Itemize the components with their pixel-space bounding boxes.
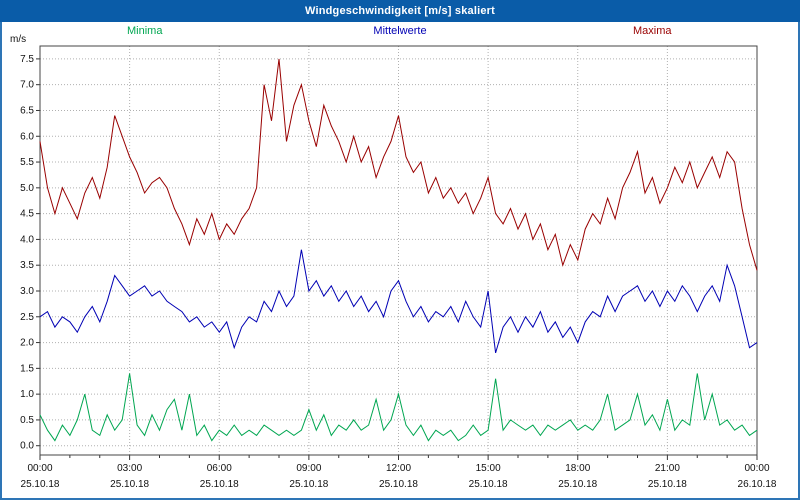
y-axis-unit-label: m/s [10,34,26,45]
svg-text:5.0: 5.0 [20,183,34,194]
svg-text:5.5: 5.5 [20,157,34,168]
svg-text:6.0: 6.0 [20,131,34,142]
svg-text:03:00: 03:00 [117,463,142,474]
svg-text:18:00: 18:00 [565,463,590,474]
plot-area: 00:00 25.10.18 03:00 25.10.18 06:00 25.10.18 0… [20,45,777,490]
svg-text:09:00: 09:00 [296,463,321,474]
svg-text:12:00: 12:00 [386,463,411,474]
svg-text:25.10.18: 25.10.18 [200,479,239,490]
svg-text:4.0: 4.0 [20,234,34,245]
svg-text:00:00: 00:00 [744,463,769,474]
svg-text:25.10.18: 25.10.18 [21,479,60,490]
svg-text:0.0: 0.0 [20,441,34,452]
svg-text:1.0: 1.0 [20,389,34,400]
svg-text:00:00: 00:00 [27,463,52,474]
window-title: Windgeschwindigkeit [m/s] skaliert [0,0,800,22]
svg-text:7.0: 7.0 [20,80,34,91]
svg-text:3.0: 3.0 [20,286,34,297]
svg-text:0.5: 0.5 [20,415,34,426]
svg-text:15:00: 15:00 [476,463,501,474]
svg-text:2.5: 2.5 [20,312,34,323]
svg-text:25.10.18: 25.10.18 [379,479,418,490]
legend-mittelwerte-label: Mittelwerte [373,25,427,37]
svg-text:25.10.18: 25.10.18 [110,479,149,490]
svg-text:25.10.18: 25.10.18 [558,479,597,490]
svg-text:25.10.18: 25.10.18 [289,479,328,490]
legend-maxima-label: Maxima [633,25,672,37]
legend-minima-label: Minima [127,25,163,37]
svg-text:26.10.18: 26.10.18 [738,479,777,490]
svg-text:25.10.18: 25.10.18 [648,479,687,490]
svg-text:06:00: 06:00 [207,463,232,474]
svg-text:1.5: 1.5 [20,363,34,374]
svg-text:7.5: 7.5 [20,54,34,65]
svg-text:2.0: 2.0 [20,338,34,349]
svg-text:6.5: 6.5 [20,105,34,116]
svg-text:3.5: 3.5 [20,260,34,271]
chart-legend: Minima Mittelwerte Maxima [0,25,800,40]
svg-text:4.5: 4.5 [20,209,34,220]
svg-text:21:00: 21:00 [655,463,680,474]
svg-text:25.10.18: 25.10.18 [469,479,508,490]
